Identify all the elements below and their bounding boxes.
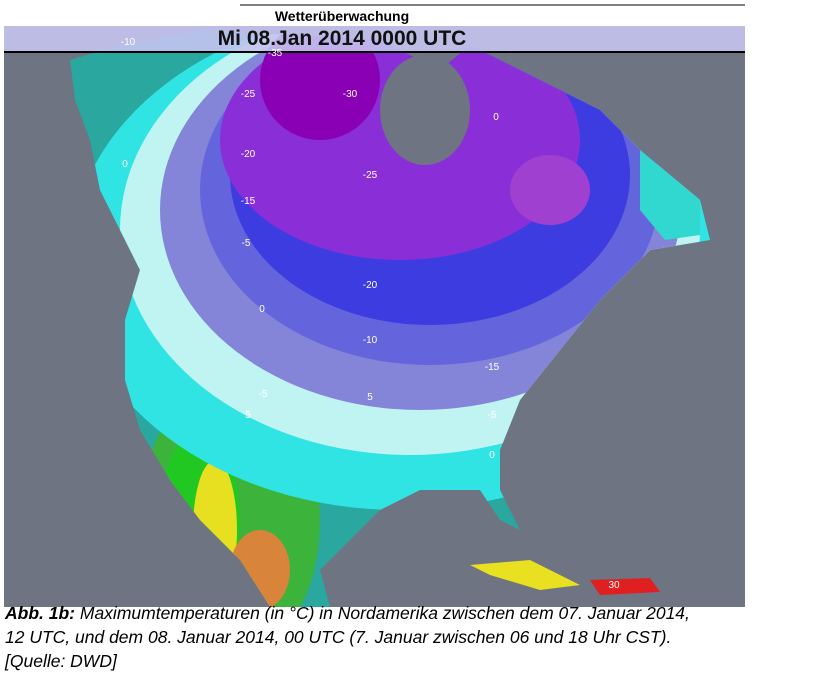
contour-label: 5 [367,392,373,403]
contour-label: -30 [343,89,358,100]
contour-labels: -10 -35 -25 -30 -20 -25 -15 -5 -20 0 -10 -15 -5 5 5 -5 0… [121,37,620,591]
contour-label: -5 [259,389,268,400]
contour-label: 0 [259,304,265,315]
map: Wetterüberwachung Mi 08.Jan 2014 0000 UT… [4,4,745,607]
hispaniola [590,578,660,595]
hudson-bay [380,55,470,165]
contour-label: -5 [488,410,497,421]
header-title: Wetterüberwachung [275,8,409,24]
contour-label: 5 [245,410,251,421]
contour-label: 0 [122,159,128,170]
contour-label: -15 [485,362,500,373]
contour-label: -25 [363,170,378,181]
contour-label: -20 [363,280,378,291]
banner-text: Mi 08.Jan 2014 0000 UTC [218,27,467,50]
cuba [470,560,580,590]
caption-line: 12 UTC, und dem 08. Januar 2014, 00 UTC … [5,627,672,647]
contour-label: 30 [608,580,620,591]
contour-label: -25 [241,89,256,100]
contour-label: -20 [241,149,256,160]
newfoundland [640,150,700,240]
caption-label: Abb. 1b: [5,603,75,623]
caption-line: [Quelle: DWD] [5,651,117,671]
contour-label: 0 [493,112,499,123]
contour-label: -35 [268,48,283,59]
caption-line: Abb. 1b: Maximumtemperaturen (in °C) in … [5,603,690,624]
contour-label: 0 [489,450,495,461]
contour-label: -15 [241,196,256,207]
caption-text: Maximumtemperaturen (in °C) in Nordameri… [79,603,690,623]
contour-label: -10 [363,335,378,346]
banner-bg [4,26,745,52]
contour-label: -10 [121,37,136,48]
contour-label: -5 [242,238,251,249]
